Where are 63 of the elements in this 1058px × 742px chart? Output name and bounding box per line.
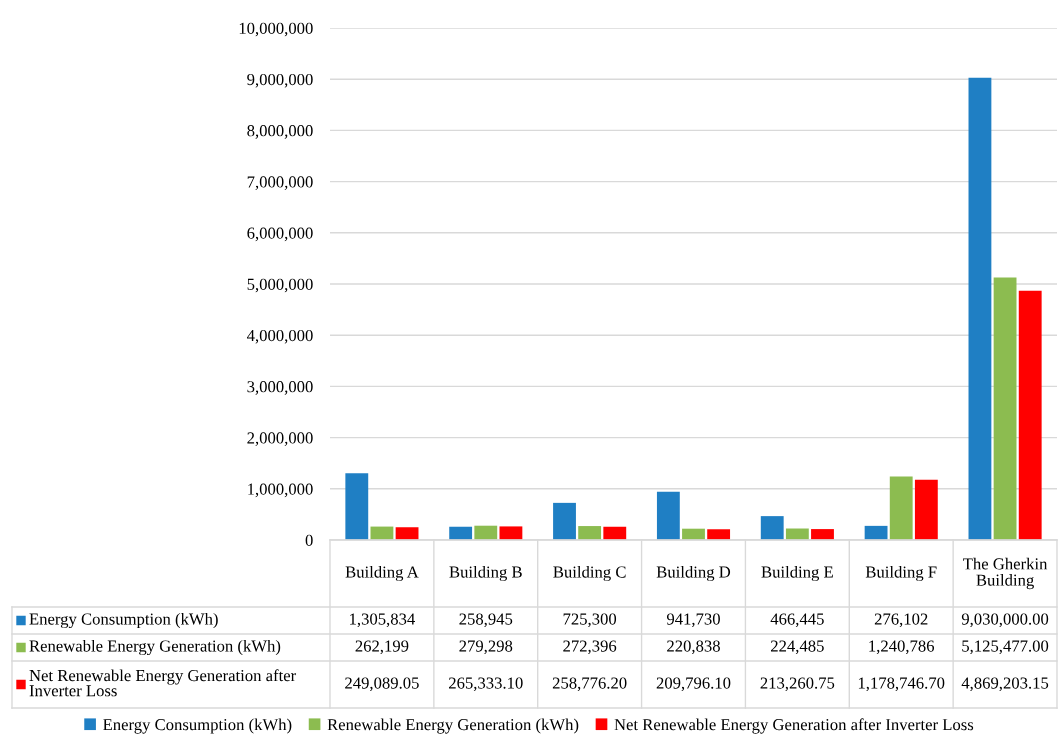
y-tick-label: 7,000,000	[247, 176, 313, 190]
bar	[474, 525, 498, 540]
y-tick-label: 4,000,000	[246, 329, 313, 344]
text: Net Renewable Energy Generation after Inverter Loss	[614, 718, 974, 734]
y-tick-label: 8,000,000	[247, 125, 313, 139]
text: Renewable Energy Generation (kWh)	[327, 718, 579, 734]
data-label: 258,945	[459, 613, 513, 628]
data-label: 276,102	[874, 613, 928, 628]
y-tick-label: 0	[305, 534, 313, 546]
legend-label: Renewable Energy Generation (kWh)	[29, 639, 281, 656]
bar	[914, 479, 938, 540]
y-tick-label: 6,000,000	[247, 227, 313, 242]
y-tick-label: 3,000,000	[247, 381, 313, 395]
data-label: 279,298	[459, 640, 513, 655]
data-label: 1,305,834	[350, 613, 415, 628]
data-label: 5,125,477.00	[962, 640, 1049, 655]
bar	[707, 529, 731, 540]
x-tick-label: Building E	[761, 565, 833, 582]
bar	[553, 502, 576, 540]
y-tick-label: 5,000,000	[247, 278, 313, 293]
x-tick-label: Building B	[449, 565, 522, 582]
bar	[760, 516, 784, 540]
data-label: 220,838	[667, 640, 720, 655]
bar	[345, 473, 369, 540]
bar	[889, 476, 913, 540]
bar	[864, 525, 888, 540]
x-tick-label: Building A	[345, 565, 419, 582]
data-label: 262,199	[355, 640, 409, 655]
data-label: 725,300	[563, 613, 617, 628]
legend-label: Net Renewable Energy Generation after Inverter Loss	[29, 669, 297, 697]
bar	[395, 527, 419, 540]
data-label: 249,089.05	[345, 677, 419, 692]
bar	[993, 277, 1017, 540]
y-tick-label: 9,000,000	[247, 73, 313, 88]
data-label: 941,730	[666, 613, 720, 628]
y-tick-label: 10,000,000	[239, 22, 313, 37]
data-label: 209,796.10	[656, 677, 731, 692]
bar	[1018, 290, 1042, 540]
bar	[603, 526, 627, 540]
x-tick-label: The Gherkin Building	[963, 557, 1048, 590]
bar	[811, 529, 834, 540]
data-label: 224,485	[771, 640, 824, 655]
y-tick-label: 1,000,000	[248, 483, 313, 498]
data-label: 9,030,000.00	[961, 613, 1049, 628]
data-label: 213,260.75	[760, 677, 835, 692]
x-tick-label: Building D	[656, 565, 731, 582]
data-label: 258,776.20	[552, 677, 627, 692]
data-label: 265,333.10	[449, 677, 523, 692]
bar	[968, 77, 992, 540]
data-label: 1,178,746.70	[858, 677, 945, 692]
x-tick-label: Building F	[865, 565, 937, 582]
bar	[449, 526, 473, 540]
bar	[656, 491, 680, 540]
data-label: 272,396	[563, 640, 617, 655]
data-label: 1,240,786	[869, 640, 935, 655]
text: Energy Consumption (kWh)	[103, 718, 292, 734]
bar	[499, 526, 523, 540]
y-tick-label: 2,000,000	[247, 432, 313, 446]
data-label: 4,869,203.15	[961, 677, 1049, 692]
x-tick-label: Building C	[553, 565, 626, 582]
bar	[578, 526, 602, 540]
legend-label: Energy Consumption (kWh)	[29, 612, 218, 629]
data-label: 466,445	[770, 613, 824, 628]
